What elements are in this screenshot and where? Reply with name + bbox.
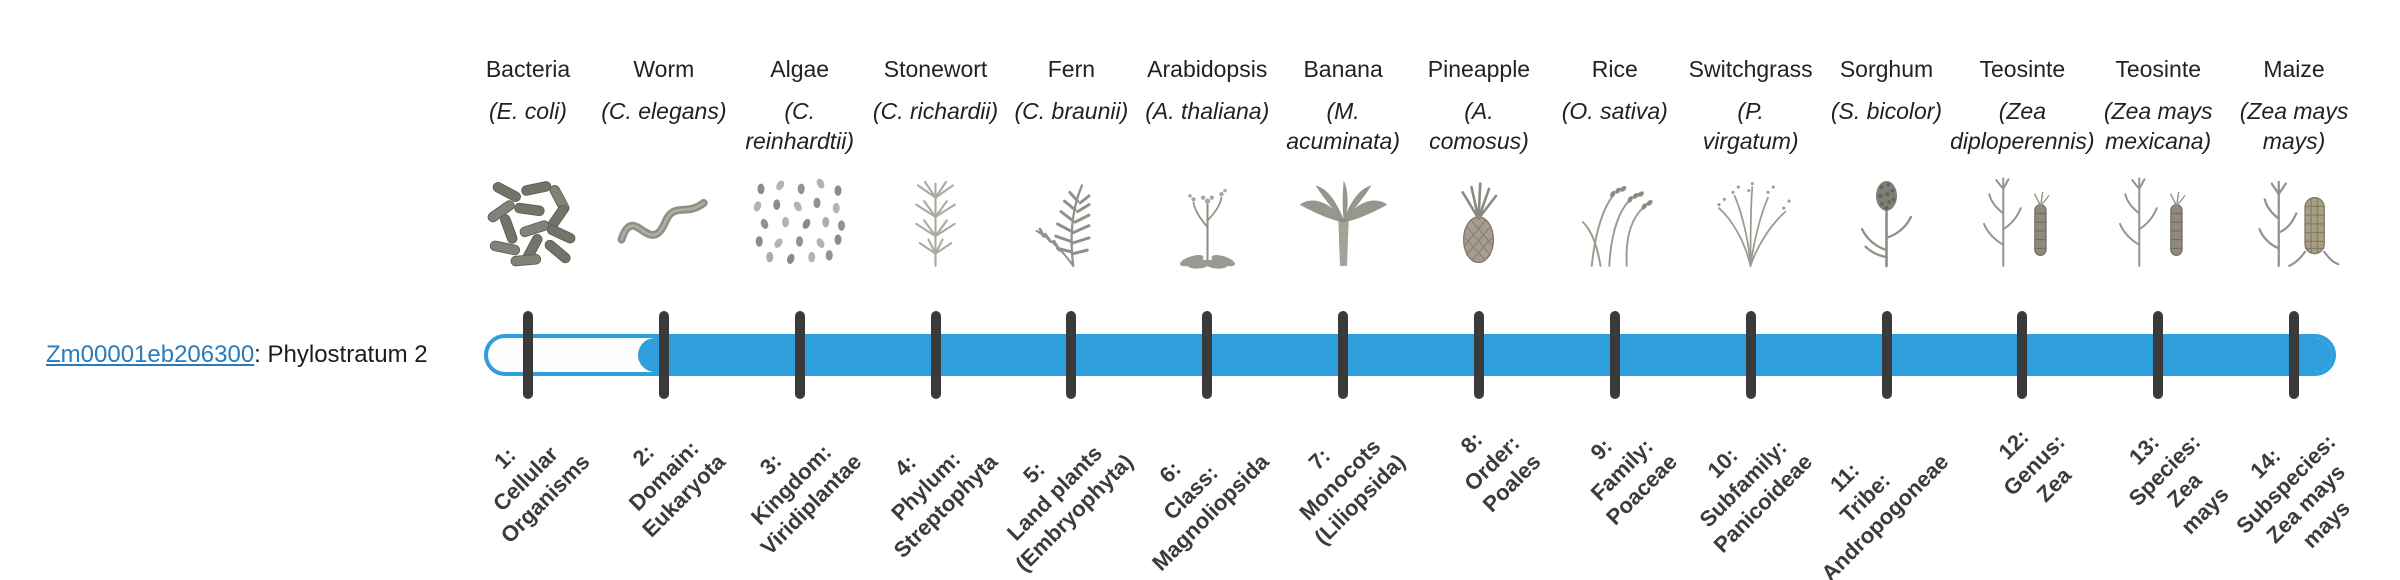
phylostratum-tick-11 [1881,311,1892,399]
organism-column-6: Arabidopsis (A. thaliana) [1122,56,1292,273]
phylostratum-label-14: 14: Subspecies: Zea mays mays [2231,428,2356,553]
arabidopsis-icon [1122,161,1292,273]
sorghum-icon [1802,161,1972,273]
phylostratum-label-7: 7: Monocots (Liliopsida) [1293,433,1410,550]
switchgrass-icon [1666,161,1836,273]
organism-name: Fern [1047,56,1096,82]
organism-scientific-name: (A. thaliana) [1145,98,1270,124]
worm-icon [579,161,749,273]
organism-scientific-name: (M. acuminata) [1286,98,1400,154]
pineapple-icon [1394,161,1564,273]
organism-column-11: Sorghum (S. bicolor) [1802,56,1972,273]
organism-column-4: Stonewort (C. richardii) [851,56,1021,273]
teosinte-icon [2073,161,2243,273]
organism-column-13: Teosinte (Zea mays mexicana) [2073,56,2243,273]
organism-name: Sorghum [1839,56,1934,82]
organism-scientific-name: (P. virgatum) [1702,98,1799,154]
organism-scientific-name: (S. bicolor) [1830,98,1943,124]
organism-name: Stonewort [883,56,988,82]
organism-column-7: Banana (M. acuminata) [1258,56,1428,273]
phylostratum-label-4: 4: Phylum: Streptophyta [885,446,1003,563]
organism-column-1: Bacteria (E. coli) [443,56,613,273]
rice-icon [1530,161,1700,273]
phylostratum-tick-13 [2153,311,2164,399]
phylostratum-label-11: 11: Tribe: Andropogoneae [1816,449,1954,580]
organism-scientific-name: (O. sativa) [1561,98,1668,124]
phylostratum-label-9: 9: Family: Poaceae [1584,433,1682,530]
phylostratum-tick-9 [1609,311,1620,399]
organism-column-14: Maize (Zea mays mays) [2209,56,2379,273]
organism-column-2: Worm (C. elegans) [579,56,749,273]
banana-icon [1258,161,1428,273]
organism-scientific-name: (C. braunii) [1014,98,1129,124]
phylostratum-tick-10 [1745,311,1756,399]
algae-icon [715,161,885,273]
phylostratum-tick-8 [1473,311,1484,399]
teosinte-icon [1937,161,2107,273]
stonewort-icon [851,161,1021,273]
organism-scientific-name: (E. coli) [489,98,567,124]
bacteria-icon [443,161,613,273]
organism-column-10: Switchgrass (P. virgatum) [1666,56,1836,273]
phylostratum-tick-12 [2017,311,2028,399]
fern-icon [986,161,1156,273]
phylostratum-label-6: 6: Class: Magnoliopsida [1147,449,1275,576]
organism-scientific-name: (Zea mays mays) [2239,98,2349,154]
phylostratum-tick-2 [658,311,669,399]
phylostratum-tick-7 [1338,311,1349,399]
gene-phylostratum-text: : Phylostratum 2 [254,341,428,368]
phylostratum-label-1: 1: Cellular Organisms [487,441,595,549]
phylostratum-label-5: 5: Land plants (Embryophyta) [1001,440,1139,577]
organism-name: Rice [1591,56,1638,82]
organism-name: Switchgrass [1688,56,1813,82]
organism-name: Banana [1303,56,1383,82]
phylostratum-label-8: 8: Order: Poales [1455,426,1546,517]
organism-name: Algae [770,56,830,82]
timeline-bar [484,334,2336,376]
organism-scientific-name: (Zea mays mexicana) [2103,98,2213,154]
organism-column-3: Algae (C. reinhardtii) [715,56,885,273]
maize-icon [2209,161,2379,273]
organism-name: Bacteria [485,56,571,82]
gene-label: Zm00001eb206300: Phylostratum 2 [46,334,428,376]
phylostratum-tick-5 [1066,311,1077,399]
phylostratum-tick-4 [930,311,941,399]
organism-scientific-name: (C. elegans) [601,98,727,124]
organism-column-9: Rice (O. sativa) [1530,56,1700,273]
phylostratum-tick-6 [1202,311,1213,399]
organism-name: Pineapple [1427,56,1531,82]
phylostratum-label-2: 2: Domain: Eukaryota [624,435,731,543]
organism-column-12: Teosinte (Zea diploperennis) [1937,56,2107,273]
phylostratum-label-13: 13: Species: Zea mays [2123,428,2234,539]
organism-name: Arabidopsis [1147,56,1268,82]
organism-scientific-name: (Zea diploperennis) [1950,98,2095,154]
organism-scientific-name: (C. richardii) [872,98,999,124]
timeline-bar-fill [638,338,2332,372]
organism-name: Teosinte [2115,56,2202,82]
phylostratum-tick-1 [523,311,533,399]
phylostratum-label-12: 12: Genus: Zea [1993,424,2076,508]
organism-name: Worm [633,56,695,82]
organism-scientific-name: (A. comosus) [1429,98,1529,154]
phylostratum-label-3: 3: Kingdom: Viridiplantae [745,439,867,560]
organism-name: Teosinte [1979,56,2066,82]
phylostratum-tick-14 [2289,311,2300,399]
phylostratum-tick-3 [794,311,805,399]
organism-name: Maize [2263,56,2325,82]
gene-id-link[interactable]: Zm00001eb206300 [46,341,255,368]
organism-scientific-name: (C. reinhardtii) [745,98,855,154]
organism-column-5: Fern (C. braunii) [986,56,1156,273]
organism-column-8: Pineapple (A. comosus) [1394,56,1564,273]
